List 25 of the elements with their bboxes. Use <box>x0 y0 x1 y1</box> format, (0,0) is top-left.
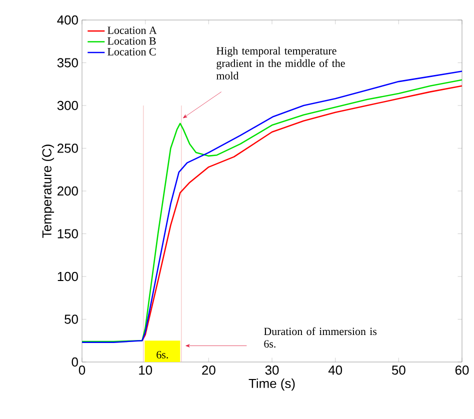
y-tick-label: 250 <box>58 144 78 153</box>
x-tick-label: 60 <box>455 366 469 375</box>
x-tick-label: 20 <box>202 366 216 375</box>
x-tick-label: 30 <box>265 366 279 375</box>
band-label: 6s. <box>156 351 168 358</box>
y-tick-label: 400 <box>57 15 78 25</box>
annotation: Duration of immersion is 6s. <box>264 327 377 348</box>
y-tick-label: 300 <box>57 100 78 110</box>
x-tick-label: 10 <box>139 366 152 375</box>
x-axis-title: Time (s) <box>248 378 295 391</box>
x-tick-label: 50 <box>392 366 406 375</box>
x-tick-label: 0 <box>78 366 86 375</box>
legend-label: Location A <box>108 26 157 34</box>
y-tick-label: 350 <box>57 58 78 68</box>
legend-label: Location B <box>108 37 156 45</box>
y-tick-label: 150 <box>58 229 78 238</box>
legend-label: Location C <box>108 48 156 56</box>
line-series <box>142 85 463 342</box>
y-tick-label: 100 <box>58 272 78 282</box>
y-tick-label: 0 <box>72 357 78 367</box>
y-tick-label: 50 <box>64 314 78 324</box>
x-tick-label: 40 <box>328 366 342 375</box>
annotation: High temporal temperature gradient in the middle of the mold <box>216 46 345 80</box>
y-tick-label: 200 <box>58 186 78 196</box>
y-axis-title: Temperature (C) <box>42 144 54 238</box>
